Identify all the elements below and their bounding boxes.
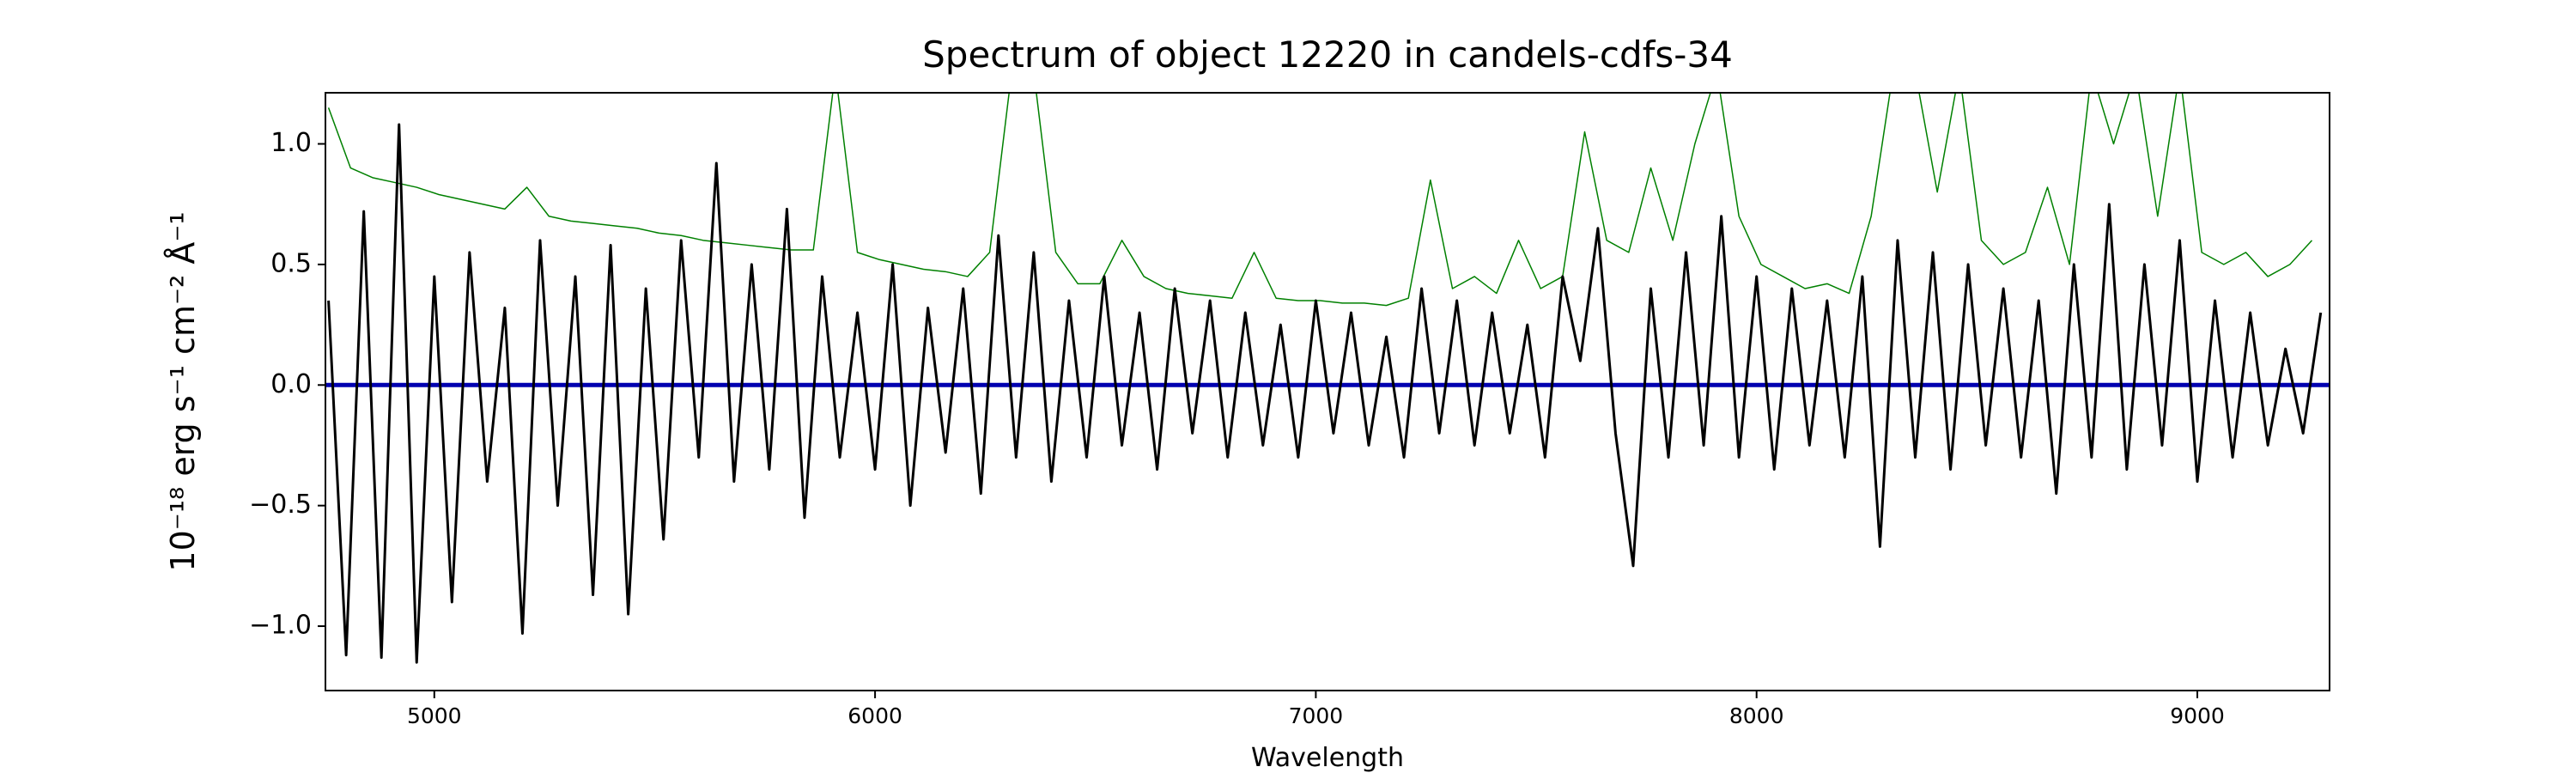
- spectrum-line: [327, 123, 2323, 664]
- y-axis-label: 10⁻¹⁸ erg s⁻¹ cm⁻² Å⁻¹: [164, 211, 202, 571]
- spectrum-line: [327, 93, 2313, 307]
- chart-title: Spectrum of object 12220 in candels-cdfs…: [922, 33, 1733, 76]
- y-tick-label: 0.5: [270, 248, 312, 278]
- x-tick-label: 8000: [1729, 703, 1784, 728]
- x-tick-label: 9000: [2170, 703, 2225, 728]
- x-tick-label: 7000: [1289, 703, 1344, 728]
- y-tick-label: −0.5: [249, 490, 312, 520]
- x-tick-label: 6000: [848, 703, 902, 728]
- y-tick-label: 0.0: [270, 369, 312, 399]
- y-tick-label: 1.0: [270, 128, 312, 158]
- x-axis-label: Wavelength: [1251, 743, 1404, 773]
- plot-area: [325, 93, 2330, 664]
- axes-frame: [325, 92, 2330, 691]
- x-tick-label: 5000: [407, 703, 462, 728]
- y-tick-label: −1.0: [249, 611, 312, 641]
